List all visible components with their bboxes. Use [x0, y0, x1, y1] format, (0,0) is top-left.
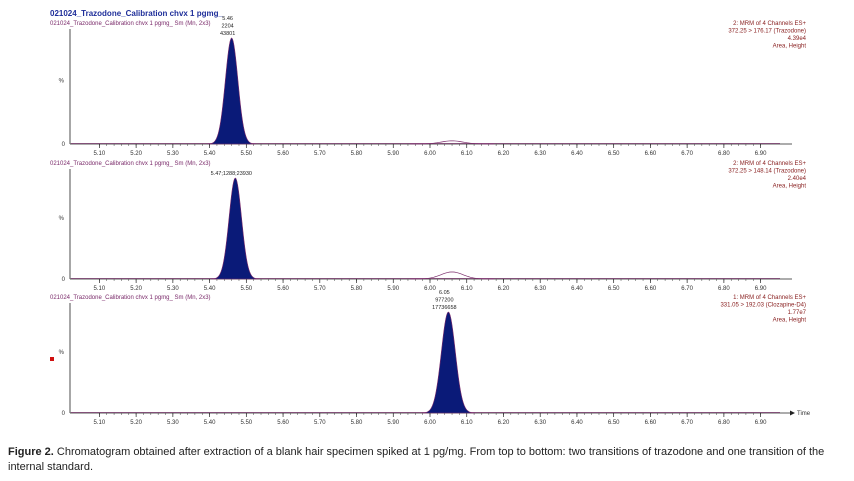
x-tick-label: 5.80: [351, 286, 363, 292]
minor-peak-trace: [410, 271, 494, 280]
trace-info-label: 1: MRM of 4 Channels ES+: [733, 295, 806, 301]
x-tick-label: 5.70: [314, 151, 326, 157]
trace-info-label: 2: MRM of 4 Channels ES+: [733, 161, 806, 167]
peak-area: [211, 177, 260, 280]
x-tick-label: 5.10: [94, 286, 106, 292]
figure-caption: Figure 2. Chromatogram obtained after ex…: [8, 445, 848, 475]
trace-subtitle: 021024_Trazodone_Calibration chvx 1 pgmg…: [50, 295, 211, 301]
trace-subtitle: 021024_Trazodone_Calibration chvx 1 pgmg…: [50, 21, 211, 27]
peak-label: 43801: [220, 31, 235, 37]
trace-info-label: 331.05 > 192.03 (Clozapine-D4): [720, 303, 806, 309]
x-tick-label: 5.30: [167, 151, 179, 157]
x-tick-label: 6.00: [424, 151, 436, 157]
x-tick-label: 6.80: [718, 286, 730, 292]
x-tick-label: 5.90: [387, 286, 399, 292]
x-tick-label: 5.90: [387, 420, 399, 426]
y-tick-label-zero: 0: [62, 277, 66, 283]
x-tick-label: 6.50: [608, 151, 620, 157]
x-tick-label: 6.40: [571, 286, 583, 292]
x-tick-label: 6.90: [755, 151, 767, 157]
x-tick-label: 6.40: [571, 420, 583, 426]
x-tick-label: 6.30: [534, 286, 546, 292]
x-tick-label: 6.50: [608, 286, 620, 292]
x-tick-label: 6.30: [534, 420, 546, 426]
x-tick-label: 5.60: [277, 420, 289, 426]
x-tick-label: 6.60: [645, 420, 657, 426]
trace-subtitle: 021024_Trazodone_Calibration chvx 1 pgmg…: [50, 161, 211, 167]
x-tick-label: 5.60: [277, 286, 289, 292]
x-tick-label: 6.10: [461, 151, 473, 157]
x-tick-label: 6.90: [755, 420, 767, 426]
minor-peak-trace: [410, 140, 494, 145]
x-tick-label: 6.20: [498, 420, 510, 426]
peak-label: 5.46: [222, 16, 233, 22]
trace-info-label: 2: MRM of 4 Channels ES+: [733, 21, 806, 27]
trace-info-label: 372.25 > 176.17 (Trazodone): [728, 29, 806, 35]
peak-label: 17736658: [432, 305, 456, 311]
x-tick-label: 6.10: [461, 286, 473, 292]
x-tick-label: 5.90: [387, 151, 399, 157]
peak-label: 6.05: [439, 290, 450, 296]
x-tick-label: 5.60: [277, 151, 289, 157]
x-tick-label: 5.10: [94, 420, 106, 426]
peak-label: 2204: [222, 24, 234, 30]
x-tick-label: 5.20: [130, 420, 142, 426]
x-tick-label: 6.60: [645, 151, 657, 157]
x-tick-label: 5.40: [204, 286, 216, 292]
x-tick-label: 5.80: [351, 151, 363, 157]
trace-info-label: Area, Height: [773, 184, 807, 190]
x-tick-label: 5.50: [240, 420, 252, 426]
trace-info-label: Area, Height: [773, 318, 807, 324]
x-tick-label: 5.40: [204, 420, 216, 426]
chromatogram-title: 021024_Trazodone_Calibration chvx 1 pgmg…: [50, 9, 223, 18]
caption-label: Figure 2.: [8, 446, 54, 458]
peak-area: [421, 311, 476, 414]
x-tick-label: 6.70: [681, 420, 693, 426]
selection-marker[interactable]: [50, 357, 54, 361]
y-tick-label-percent: %: [59, 350, 65, 356]
x-tick-label: 6.20: [498, 151, 510, 157]
x-tick-label: 5.70: [314, 286, 326, 292]
chromatogram-chart: 5.10 5.20 5.30 5.40 5.50 5.60 5.70 5.80 5.90 6.00…: [50, 16, 811, 426]
trace-info-label: 1.77e7: [788, 310, 807, 316]
x-tick-label: 6.80: [718, 420, 730, 426]
x-axis-label: Time: [797, 411, 811, 417]
x-tick-label: 6.90: [755, 286, 767, 292]
x-tick-label: 5.50: [240, 286, 252, 292]
x-tick-label: 5.40: [204, 151, 216, 157]
caption-text: Chromatogram obtained after extraction o…: [8, 446, 825, 473]
x-tick-label: 6.70: [681, 151, 693, 157]
y-tick-label-percent: %: [59, 79, 65, 85]
y-tick-label-percent: %: [59, 216, 65, 222]
x-tick-label: 6.00: [424, 286, 436, 292]
y-tick-label-zero: 0: [62, 411, 66, 417]
trace-info-label: 4.39e4: [788, 36, 807, 42]
peak-area: [207, 37, 256, 145]
x-tick-label: 6.60: [645, 286, 657, 292]
x-tick-label: 5.50: [240, 151, 252, 157]
y-tick-label-zero: 0: [62, 142, 66, 148]
x-tick-label: 6.70: [681, 286, 693, 292]
x-tick-label: 5.20: [130, 151, 142, 157]
x-tick-label: 6.10: [461, 420, 473, 426]
trace-info-label: Area, Height: [773, 44, 807, 50]
x-tick-label: 5.80: [351, 420, 363, 426]
x-tick-label: 6.20: [498, 286, 510, 292]
x-tick-label: 5.10: [94, 151, 106, 157]
peak-label: 5.47;1288;23930: [211, 171, 252, 177]
x-tick-label: 6.00: [424, 420, 436, 426]
x-tick-label: 5.70: [314, 420, 326, 426]
x-tick-label: 6.50: [608, 420, 620, 426]
trace-info-label: 372.25 > 148.14 (Trazodone): [728, 169, 806, 175]
x-tick-label: 5.20: [130, 286, 142, 292]
x-tick-label: 5.30: [167, 286, 179, 292]
x-axis-arrow: [790, 410, 795, 416]
x-tick-label: 6.30: [534, 151, 546, 157]
peak-label: 977200: [435, 298, 453, 304]
x-tick-label: 6.40: [571, 151, 583, 157]
trace-info-label: 2.40e4: [788, 176, 807, 182]
x-tick-label: 5.30: [167, 420, 179, 426]
x-tick-label: 6.80: [718, 151, 730, 157]
